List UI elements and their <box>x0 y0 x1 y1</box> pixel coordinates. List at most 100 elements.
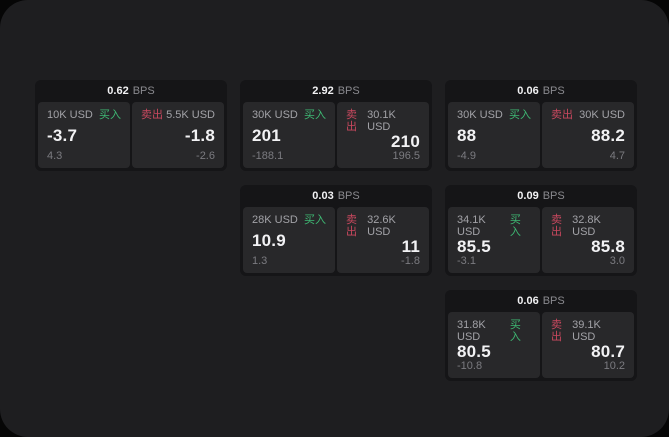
buy-panel-top: 30K USD 买入 <box>457 109 531 121</box>
quote-card: 0.06 BPS 30K USD 买入 88 -4.9 卖出 30K USD 8… <box>445 80 637 171</box>
bps-unit: BPS <box>542 85 565 97</box>
bps-value: 0.62 <box>107 85 129 97</box>
bps-unit: BPS <box>542 190 565 202</box>
buy-label: 买入 <box>304 109 326 121</box>
bps-unit: BPS <box>337 85 360 97</box>
sell-panel[interactable]: 卖出 39.1K USD 80.7 10.2 <box>542 312 634 379</box>
sell-price: 80.7 <box>591 342 625 362</box>
buy-panel[interactable]: 30K USD 买入 88 -4.9 <box>448 102 540 168</box>
quote-card: 0.09 BPS 34.1K USD 买入 85.5 -3.1 卖出 32.8K… <box>445 185 637 276</box>
card-header: 0.06 BPS <box>445 80 637 102</box>
sell-panel[interactable]: 卖出 32.8K USD 85.8 3.0 <box>542 207 634 274</box>
buy-amount: 31.8K USD <box>457 319 486 344</box>
quote-card: 2.92 BPS 30K USD 买入 201 -188.1 卖出 30.1K … <box>240 80 432 171</box>
buy-amount: 30K USD <box>252 109 298 121</box>
bps-value: 2.92 <box>312 85 334 97</box>
sell-label: 卖出 <box>551 319 562 344</box>
quote-card: 0.03 BPS 28K USD 买入 10.9 1.3 卖出 32.6K US… <box>240 185 432 276</box>
sell-price: 88.2 <box>591 126 625 145</box>
sell-sub-value: 3.0 <box>609 255 625 268</box>
sell-label: 卖出 <box>346 214 357 239</box>
buy-label: 买入 <box>509 319 521 344</box>
sell-amount: 5.5K USD <box>166 109 215 121</box>
sell-price: -1.8 <box>184 126 215 145</box>
buy-panel-top: 34.1K USD 买入 <box>457 214 531 238</box>
sell-label: 卖出 <box>551 109 573 121</box>
buy-panel[interactable]: 34.1K USD 买入 85.5 -3.1 <box>448 207 540 274</box>
sell-label: 卖出 <box>141 109 163 121</box>
sell-panel-top: 卖出 30.1K USD <box>346 109 420 133</box>
buy-panel-top: 10K USD 买入 <box>47 109 121 121</box>
bps-value: 0.09 <box>517 190 539 202</box>
buy-panel[interactable]: 31.8K USD 买入 80.5 -10.8 <box>448 312 540 379</box>
sell-label: 卖出 <box>551 214 562 239</box>
bps-unit: BPS <box>542 295 565 307</box>
sell-price: 85.8 <box>591 237 625 257</box>
sell-sub-value: 4.7 <box>609 149 625 162</box>
card-body: 30K USD 买入 88 -4.9 卖出 30K USD 88.2 4.7 <box>445 102 637 171</box>
sell-panel-top: 卖出 39.1K USD <box>551 319 625 343</box>
buy-sub-value: 1.3 <box>252 255 268 268</box>
buy-price: -3.7 <box>47 126 78 145</box>
sell-panel[interactable]: 卖出 30K USD 88.2 4.7 <box>542 102 634 168</box>
sell-panel-top: 卖出 30K USD <box>551 109 625 121</box>
buy-label: 买入 <box>509 109 531 121</box>
sell-label: 卖出 <box>346 109 357 134</box>
card-body: 31.8K USD 买入 80.5 -10.8 卖出 39.1K USD 80.… <box>445 312 637 381</box>
card-header: 0.06 BPS <box>445 290 637 312</box>
buy-amount: 30K USD <box>457 109 503 121</box>
sell-sub-value: -2.6 <box>196 149 215 162</box>
buy-sub-value: -10.8 <box>457 360 483 373</box>
buy-price: 201 <box>252 126 281 146</box>
card-body: 10K USD 买入 -3.7 4.3 卖出 5.5K USD -1.8 -2.… <box>35 102 227 171</box>
buy-label: 买入 <box>304 214 326 226</box>
buy-panel[interactable]: 28K USD 买入 10.9 1.3 <box>243 207 335 274</box>
quote-card: 0.06 BPS 31.8K USD 买入 80.5 -10.8 卖出 39.1… <box>445 290 637 381</box>
sell-sub-value: -1.8 <box>401 255 420 268</box>
buy-price: 80.5 <box>457 342 491 362</box>
buy-panel[interactable]: 30K USD 买入 201 -188.1 <box>243 102 335 169</box>
sell-amount: 39.1K USD <box>572 319 601 344</box>
bps-value: 0.03 <box>312 190 334 202</box>
sell-panel-top: 卖出 32.8K USD <box>551 214 625 238</box>
card-body: 30K USD 买入 201 -188.1 卖出 30.1K USD 210 1… <box>240 102 432 171</box>
sell-amount: 32.8K USD <box>572 214 601 239</box>
bps-value: 0.06 <box>517 85 539 97</box>
buy-price: 88 <box>457 126 477 145</box>
buy-sub-value: 4.3 <box>47 149 63 162</box>
buy-sub-value: -188.1 <box>252 150 284 163</box>
buy-panel-top: 30K USD 买入 <box>252 109 326 121</box>
sell-panel-top: 卖出 5.5K USD <box>141 109 215 121</box>
card-body: 34.1K USD 买入 85.5 -3.1 卖出 32.8K USD 85.8… <box>445 207 637 276</box>
buy-amount: 34.1K USD <box>457 214 486 239</box>
sell-amount: 30.1K USD <box>367 109 396 134</box>
buy-panel-top: 28K USD 买入 <box>252 214 326 226</box>
card-header: 0.62 BPS <box>35 80 227 102</box>
cards-grid: 0.62 BPS 10K USD 买入 -3.7 4.3 卖出 5.5K USD… <box>35 80 637 381</box>
buy-label: 买入 <box>99 109 121 121</box>
sell-panel-top: 卖出 32.6K USD <box>346 214 420 238</box>
sell-panel[interactable]: 卖出 5.5K USD -1.8 -2.6 <box>132 102 224 168</box>
sell-price: 210 <box>391 132 420 152</box>
buy-price: 10.9 <box>252 231 286 251</box>
sell-sub-value: 196.5 <box>392 150 420 163</box>
buy-panel[interactable]: 10K USD 买入 -3.7 4.3 <box>38 102 130 168</box>
bps-unit: BPS <box>132 85 155 97</box>
card-header: 2.92 BPS <box>240 80 432 102</box>
buy-sub-value: -3.1 <box>457 255 476 268</box>
sell-amount: 32.6K USD <box>367 214 396 239</box>
sell-panel[interactable]: 卖出 32.6K USD 11 -1.8 <box>337 207 429 274</box>
buy-price: 85.5 <box>457 237 491 257</box>
buy-amount: 28K USD <box>252 214 298 226</box>
buy-panel-top: 31.8K USD 买入 <box>457 319 531 343</box>
sell-panel[interactable]: 卖出 30.1K USD 210 196.5 <box>337 102 429 169</box>
sell-amount: 30K USD <box>579 109 625 121</box>
card-body: 28K USD 买入 10.9 1.3 卖出 32.6K USD 11 -1.8 <box>240 207 432 276</box>
buy-label: 买入 <box>509 214 521 239</box>
sell-sub-value: 10.2 <box>603 360 625 373</box>
sell-price: 11 <box>401 237 420 257</box>
card-header: 0.03 BPS <box>240 185 432 207</box>
bps-value: 0.06 <box>517 295 539 307</box>
bps-unit: BPS <box>337 190 360 202</box>
